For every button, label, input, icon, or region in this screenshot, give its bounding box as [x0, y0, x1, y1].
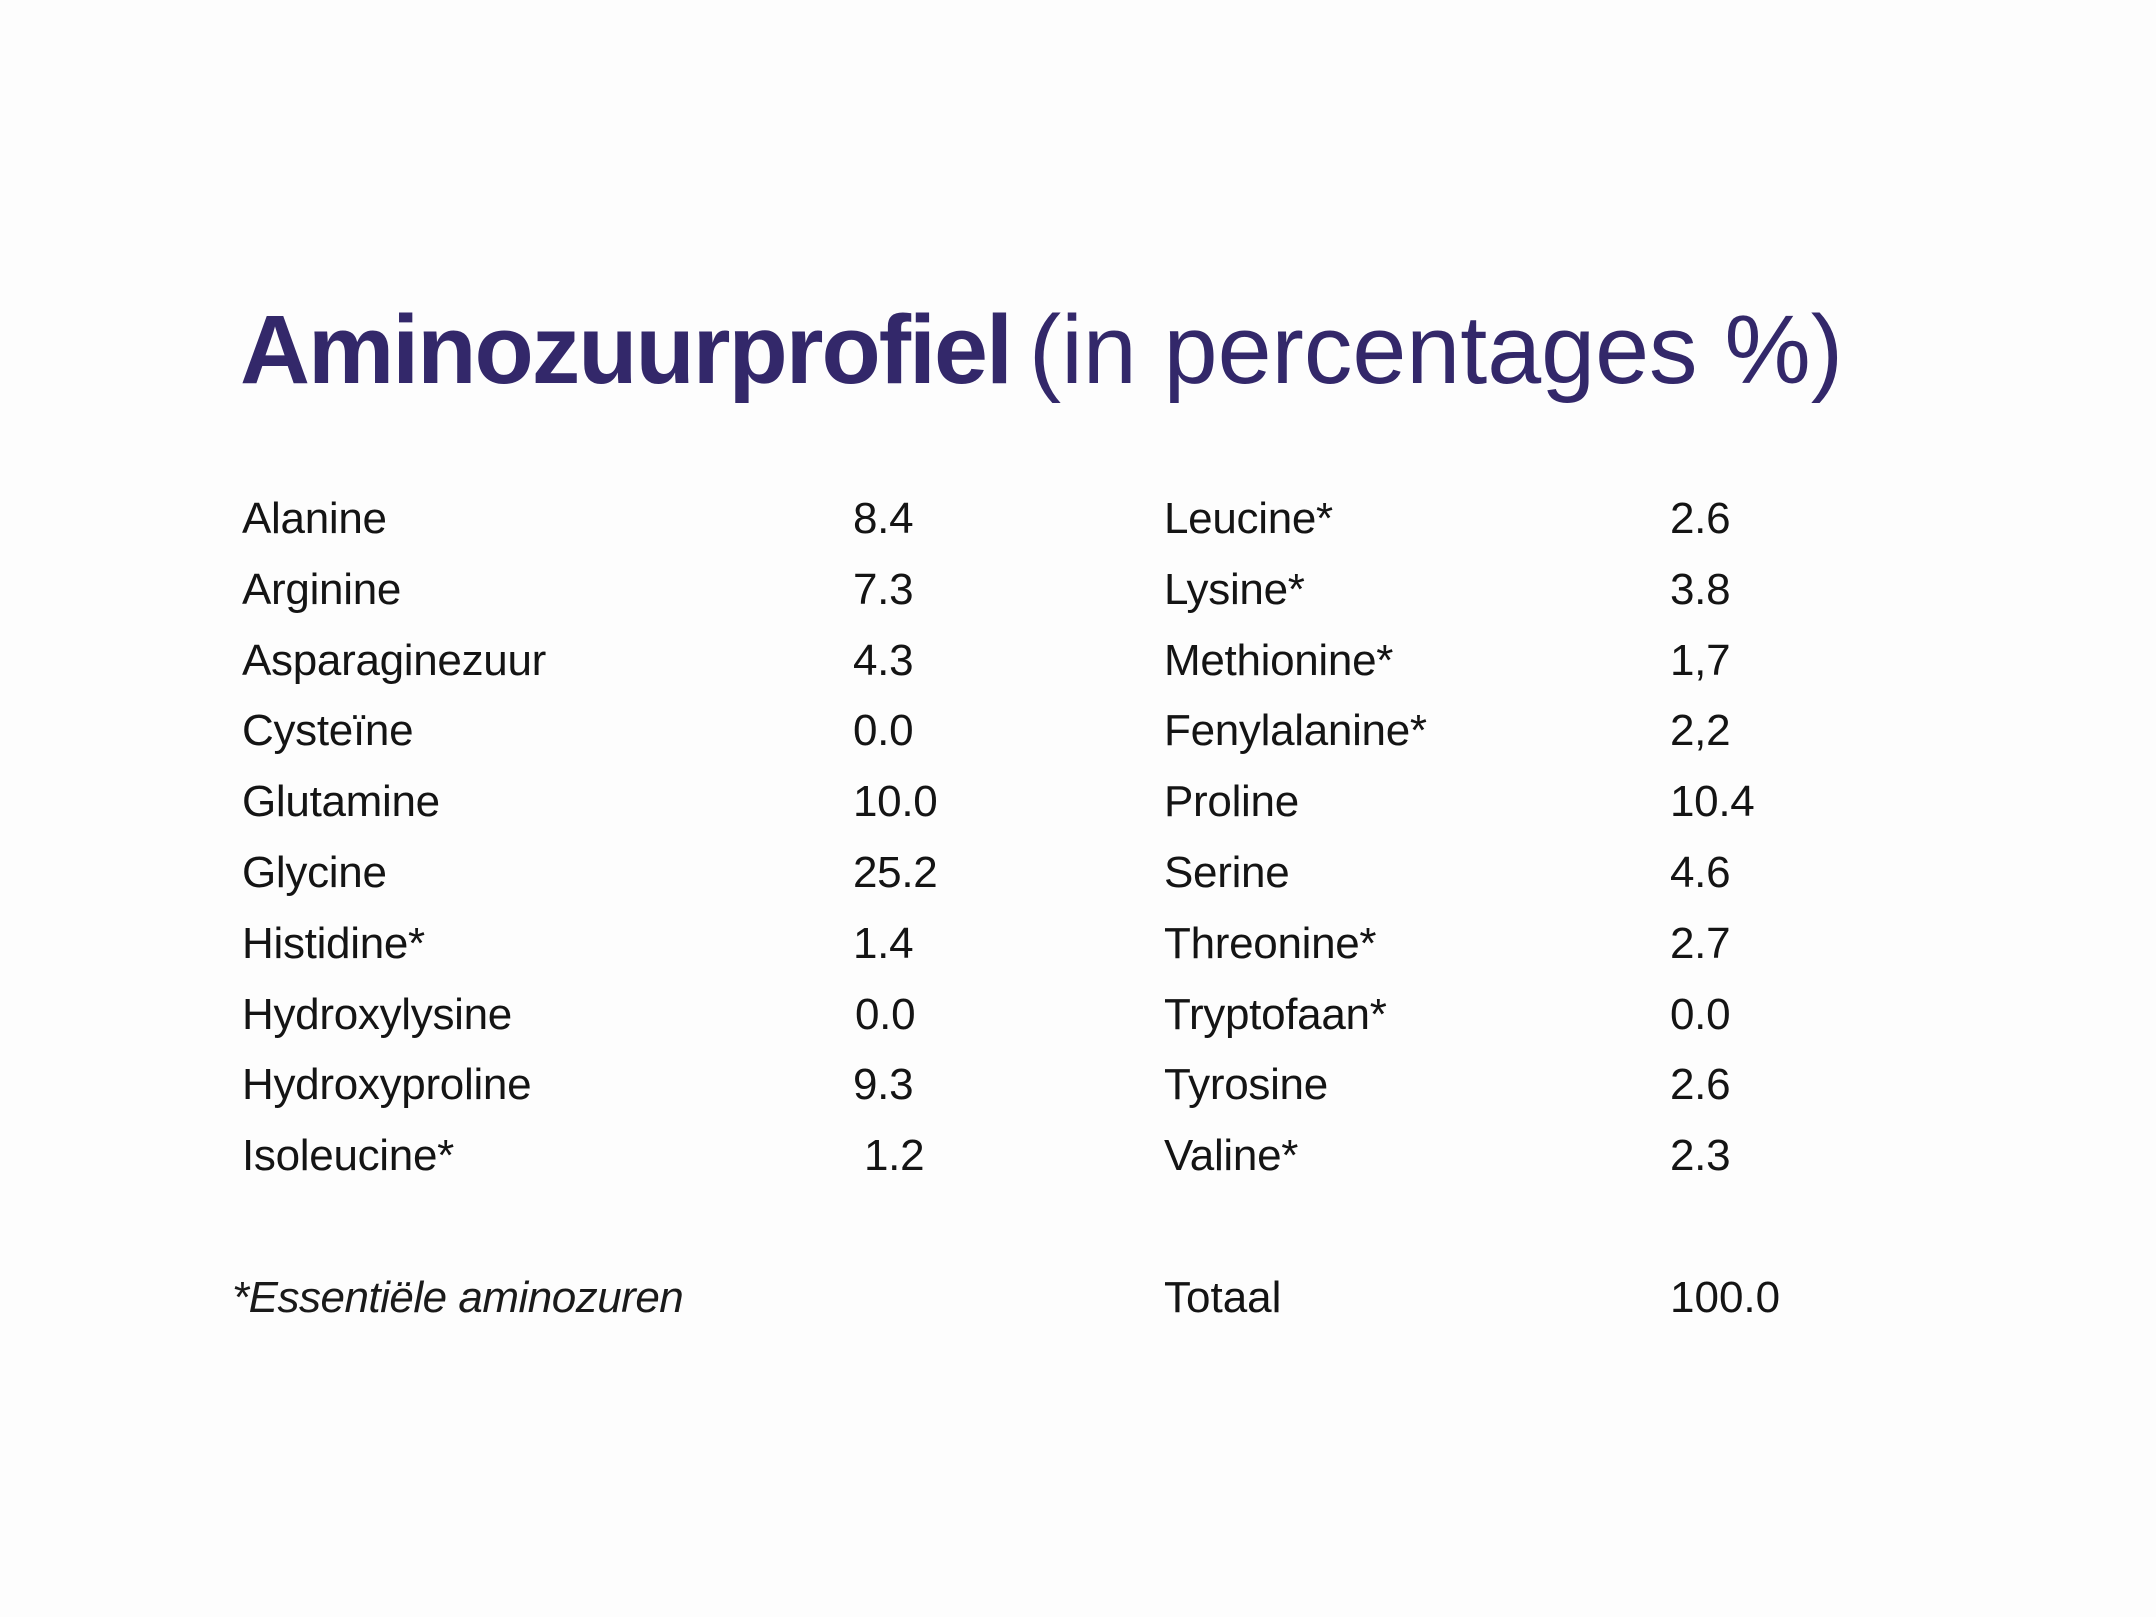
amino-acid-value: 1.2	[864, 1131, 925, 1181]
amino-acid-value: 8.4	[853, 494, 914, 543]
table-row: Serine 4.6	[1164, 838, 1864, 909]
table-row: Histidine* 1.4	[242, 909, 1042, 980]
amino-acid-value: 25.2	[853, 847, 938, 897]
amino-acid-name: Leucine*	[1164, 494, 1333, 543]
amino-acid-name: Hydroxylysine	[242, 989, 512, 1039]
total-value: 100.0	[1670, 1273, 1781, 1322]
amino-acid-name: Proline	[1164, 777, 1299, 827]
table-row: Hydroxylysine 0.0	[242, 980, 1042, 1051]
table-row: Valine* 2.3	[1164, 1121, 1864, 1192]
amino-acid-value: 0.0	[853, 706, 914, 756]
amino-acid-name: Isoleucine*	[242, 1131, 454, 1181]
amino-acid-name: Histidine*	[242, 918, 425, 968]
amino-acid-value: 2.7	[1670, 918, 1731, 968]
amino-acid-value: 7.3	[853, 564, 914, 614]
table-row: Tryptofaan* 0.0	[1164, 980, 1864, 1051]
page-title: Aminozuurprofiel (in percentages %)	[240, 290, 1843, 410]
amino-acid-value: 3.8	[1670, 564, 1731, 614]
table-row: Lysine* 3.8	[1164, 555, 1864, 626]
essential-footnote: *Essentiële aminozuren	[232, 1273, 684, 1322]
amino-acid-name: Serine	[1164, 847, 1290, 897]
table-row: Cysteïne 0.0	[242, 696, 1042, 767]
amino-acid-name: Tryptofaan*	[1164, 989, 1387, 1039]
amino-acid-value: 0.0	[1670, 989, 1731, 1039]
total-label: Totaal	[1164, 1273, 1282, 1322]
amino-acid-table-right: Leucine* 2.6 Lysine* 3.8 Methionine* 1,7 Fe…	[1164, 484, 1864, 1192]
title-subtitle: (in percentages %)	[1028, 295, 1844, 404]
amino-acid-value: 1,7	[1670, 635, 1731, 685]
amino-acid-name: Fenylalanine*	[1164, 706, 1427, 756]
amino-acid-name: Hydroxyproline	[242, 1060, 532, 1110]
amino-acid-name: Lysine*	[1164, 564, 1305, 614]
table-row: Alanine 8.4	[242, 484, 1042, 555]
amino-acid-value: 4.3	[853, 635, 914, 685]
amino-acid-name: Cysteïne	[242, 706, 414, 756]
title-main: Aminozuurprofiel	[240, 295, 1013, 404]
amino-acid-value: 2.6	[1670, 494, 1731, 543]
table-row: Fenylalanine* 2,2	[1164, 696, 1864, 767]
table-row: Isoleucine* 1.2	[242, 1121, 1042, 1192]
amino-acid-name: Threonine*	[1164, 918, 1377, 968]
amino-acid-name: Asparaginezuur	[242, 635, 546, 685]
amino-acid-name: Glycine	[242, 847, 387, 897]
amino-acid-value: 4.6	[1670, 847, 1731, 897]
amino-acid-name: Arginine	[242, 564, 402, 614]
table-row: Proline 10.4	[1164, 767, 1864, 838]
amino-acid-value: 2.3	[1670, 1131, 1731, 1181]
amino-acid-value: 10.4	[1670, 777, 1755, 827]
amino-acid-value: 1.4	[853, 918, 914, 968]
amino-acid-name: Valine*	[1164, 1131, 1299, 1181]
table-row: Arginine 7.3	[242, 555, 1042, 626]
amino-acid-name: Glutamine	[242, 777, 440, 827]
amino-acid-value: 9.3	[853, 1060, 914, 1110]
table-row: Glutamine 10.0	[242, 767, 1042, 838]
table-row: Methionine* 1,7	[1164, 626, 1864, 697]
table-row: Glycine 25.2	[242, 838, 1042, 909]
amino-acid-name: Tyrosine	[1164, 1060, 1328, 1110]
table-row: Leucine* 2.6	[1164, 484, 1864, 555]
amino-acid-value: 2.6	[1670, 1060, 1731, 1110]
table-row: Hydroxyproline 9.3	[242, 1050, 1042, 1121]
amino-acid-value: 0.0	[855, 989, 916, 1039]
amino-acid-table-left: Alanine 8.4 Arginine 7.3 Asparaginezuur 4.3…	[242, 484, 1042, 1192]
table-row: Threonine* 2.7	[1164, 909, 1864, 980]
amino-acid-value: 2,2	[1670, 706, 1731, 756]
table-row: Asparaginezuur 4.3	[242, 626, 1042, 697]
table-row: Tyrosine 2.6	[1164, 1050, 1864, 1121]
amino-acid-name: Methionine*	[1164, 635, 1394, 685]
amino-acid-value: 10.0	[853, 777, 938, 827]
amino-acid-name: Alanine	[242, 494, 387, 543]
